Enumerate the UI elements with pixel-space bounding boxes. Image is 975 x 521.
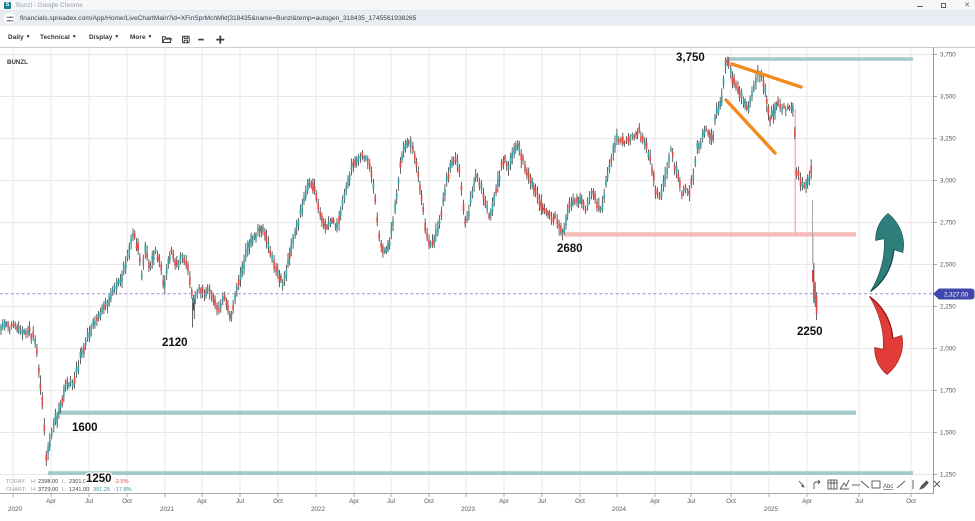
svg-text:2250: 2250 <box>797 326 823 338</box>
svg-text:Jul: Jul <box>855 498 863 505</box>
svg-text:3,500: 3,500 <box>940 94 956 101</box>
svg-text:-17.8%: -17.8% <box>114 487 132 493</box>
svg-text:3729.00: 3729.00 <box>38 487 58 493</box>
svg-text:2120: 2120 <box>162 337 188 349</box>
svg-text:2,327.00: 2,327.00 <box>944 291 969 298</box>
svg-text:391.25: 391.25 <box>93 487 110 493</box>
svg-text:H:: H: <box>31 479 37 485</box>
svg-text:Oct: Oct <box>726 498 736 505</box>
svg-text:2,000: 2,000 <box>940 346 956 353</box>
svg-text:Oct: Oct <box>424 498 434 505</box>
svg-text:Jul: Jul <box>538 498 546 505</box>
svg-text:Apr: Apr <box>197 498 207 505</box>
svg-text:CHART:: CHART: <box>6 487 27 493</box>
svg-text:Oct: Oct <box>122 498 132 505</box>
svg-text:Apr: Apr <box>46 498 56 505</box>
svg-text:-2.5%: -2.5% <box>114 479 129 485</box>
svg-text:2020: 2020 <box>8 506 23 513</box>
svg-text:Jul: Jul <box>687 498 695 505</box>
svg-text:2021: 2021 <box>160 506 175 513</box>
svg-text:2398.00: 2398.00 <box>38 479 58 485</box>
svg-text:1,750: 1,750 <box>940 388 956 395</box>
svg-text:1241.00: 1241.00 <box>69 487 89 493</box>
svg-text:H:: H: <box>31 487 37 493</box>
svg-text:2023: 2023 <box>461 506 476 513</box>
svg-text:Abc: Abc <box>883 484 893 490</box>
svg-text:1,250: 1,250 <box>940 472 956 479</box>
svg-text:L:: L: <box>62 479 67 485</box>
svg-text:2301.00: 2301.00 <box>69 479 89 485</box>
svg-text:Oct: Oct <box>273 498 283 505</box>
svg-text:Apr: Apr <box>802 498 812 505</box>
svg-text:2680: 2680 <box>557 243 583 255</box>
svg-text:3,250: 3,250 <box>940 136 956 143</box>
svg-text:3,750: 3,750 <box>940 52 956 59</box>
svg-text:Oct: Oct <box>906 498 916 505</box>
svg-text:Jul: Jul <box>236 498 244 505</box>
svg-text:2025: 2025 <box>764 506 779 513</box>
svg-text:3,000: 3,000 <box>940 178 956 185</box>
svg-text:2,500: 2,500 <box>940 262 956 269</box>
svg-text:2022: 2022 <box>311 506 326 513</box>
svg-text:L:: L: <box>62 487 67 493</box>
svg-text:Apr: Apr <box>650 498 660 505</box>
svg-text:1250: 1250 <box>86 473 112 485</box>
svg-text:Apr: Apr <box>349 498 359 505</box>
svg-text:BUNZL: BUNZL <box>7 59 28 66</box>
svg-text:1,500: 1,500 <box>940 430 956 437</box>
svg-text:Jul: Jul <box>387 498 395 505</box>
svg-text:2024: 2024 <box>612 506 627 513</box>
svg-text:TODAY:: TODAY: <box>6 479 26 485</box>
svg-text:-60.00: -60.00 <box>93 479 109 485</box>
svg-text:3,750: 3,750 <box>676 52 705 64</box>
svg-text:Oct: Oct <box>575 498 585 505</box>
svg-text:2,250: 2,250 <box>940 304 956 311</box>
svg-text:1600: 1600 <box>72 422 98 434</box>
svg-text:2,750: 2,750 <box>940 220 956 227</box>
svg-text:Jul: Jul <box>85 498 93 505</box>
svg-text:Apr: Apr <box>499 498 509 505</box>
